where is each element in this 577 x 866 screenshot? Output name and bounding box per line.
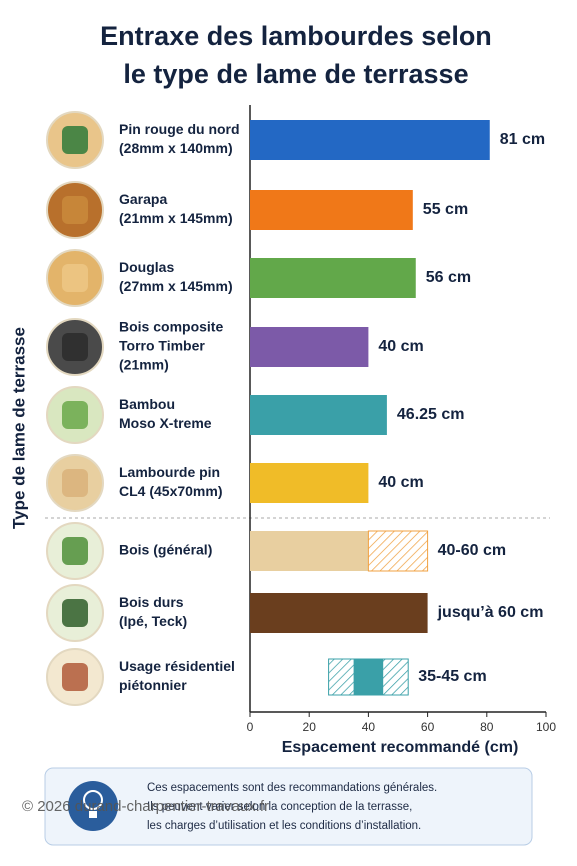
x-tick-label: 100 — [536, 720, 556, 734]
range-bar — [367, 530, 429, 572]
category-icon — [62, 469, 88, 497]
y-axis-label: Type de lame de terrasse — [9, 327, 28, 529]
category-icon — [62, 537, 88, 565]
category-label: Bois composite — [119, 319, 223, 335]
category-label: Bois durs — [119, 594, 184, 610]
bar — [250, 531, 369, 571]
value-label: 40 cm — [378, 474, 423, 491]
category-icon — [62, 333, 88, 361]
x-tick-label: 0 — [247, 720, 254, 734]
value-label: 55 cm — [423, 201, 468, 218]
value-label: 46.25 cm — [397, 406, 465, 423]
x-tick-label: 40 — [362, 720, 376, 734]
note-text: Ils peuvent varier selon la conception d… — [147, 801, 412, 813]
value-label: 81 cm — [500, 131, 545, 148]
x-axis-label: Espacement recommandé (cm) — [282, 739, 519, 756]
category-icon — [62, 196, 88, 224]
bar — [250, 593, 428, 633]
category-label: Garapa — [119, 191, 167, 207]
note-text: Ces espacements sont des recommandations… — [147, 782, 437, 794]
category-label: Douglas — [119, 259, 174, 275]
category-label: (21mm) — [119, 357, 169, 373]
category-label: Lambourde pin — [119, 464, 220, 480]
bar — [250, 120, 490, 160]
x-tick-label: 20 — [303, 720, 317, 734]
value-label: 35-45 cm — [418, 668, 487, 685]
category-label: Bois (général) — [119, 542, 212, 558]
bulb-icon — [83, 790, 103, 810]
category-label: Pin rouge du nord — [119, 121, 240, 137]
x-tick-label: 60 — [421, 720, 435, 734]
category-icon — [62, 264, 88, 292]
value-label: 40 cm — [378, 338, 423, 355]
category-label: (21mm x 145mm) — [119, 210, 233, 226]
category-label: Usage résidentiel — [119, 658, 235, 674]
category-icon — [62, 401, 88, 429]
x-tick-label: 80 — [480, 720, 494, 734]
bar — [250, 258, 416, 298]
bulb-icon — [89, 811, 97, 818]
category-icon — [62, 599, 88, 627]
category-label: (28mm x 140mm) — [119, 140, 233, 156]
note-box — [44, 767, 533, 846]
category-label: Torro Timber — [119, 338, 205, 354]
category-label: Moso X-treme — [119, 415, 212, 431]
note-text: les charges d’utilisation et les conditi… — [147, 820, 421, 832]
category-icon — [62, 663, 88, 691]
bulb-icon — [68, 781, 118, 831]
copyright: © 2026 durand-charpentier-travaux.fr — [22, 798, 269, 815]
bar — [250, 327, 369, 367]
range-bar — [353, 659, 384, 695]
category-label: piétonnier — [119, 677, 187, 693]
category-label: CL4 (45x70mm) — [119, 483, 223, 499]
chart-title: Entraxe des lambourdes selon — [100, 21, 492, 51]
value-label: 40-60 cm — [438, 542, 507, 559]
category-label: (27mm x 145mm) — [119, 278, 233, 294]
bar — [250, 190, 413, 230]
category-label: Bambou — [119, 396, 175, 412]
value-label: 56 cm — [426, 269, 471, 286]
bar — [250, 463, 369, 503]
chart-title: le type de lame de terrasse — [123, 59, 468, 89]
category-icon — [62, 126, 88, 154]
bar — [250, 395, 387, 435]
category-label: (Ipé, Teck) — [119, 613, 187, 629]
value-label: jusqu’à 60 cm — [437, 604, 544, 621]
